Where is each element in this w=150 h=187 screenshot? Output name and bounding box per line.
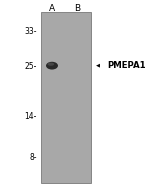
Text: PMEPA1: PMEPA1	[107, 61, 146, 70]
Text: 33-: 33-	[24, 27, 37, 36]
Bar	[41, 12, 91, 183]
Text: A: A	[49, 4, 55, 13]
Text: 8-: 8-	[29, 153, 37, 162]
Ellipse shape	[48, 63, 54, 66]
Text: B: B	[74, 4, 80, 13]
Ellipse shape	[46, 62, 58, 70]
Text: 14-: 14-	[24, 112, 37, 121]
Text: 25-: 25-	[24, 62, 37, 71]
